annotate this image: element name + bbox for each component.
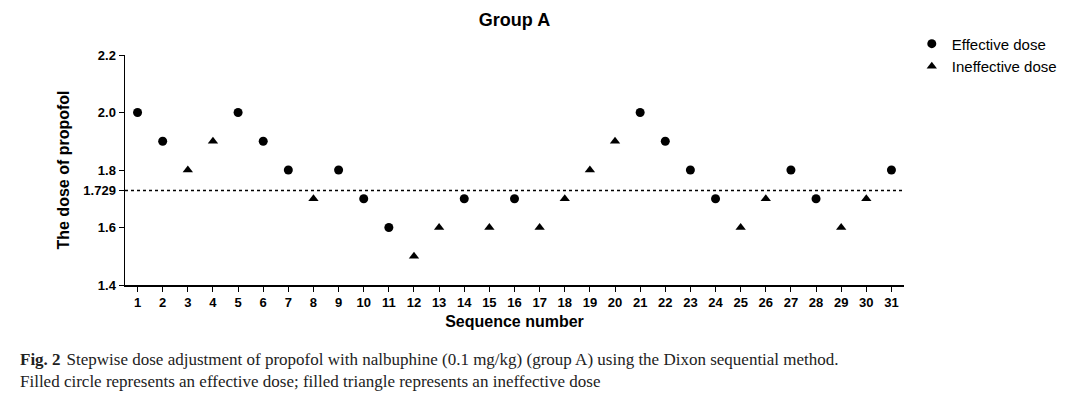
svg-text:3: 3	[184, 295, 191, 310]
svg-text:The dose of propofol: The dose of propofol	[55, 90, 72, 249]
svg-text:6: 6	[260, 295, 267, 310]
svg-text:7: 7	[285, 295, 292, 310]
svg-text:19: 19	[583, 295, 597, 310]
svg-text:8: 8	[310, 295, 317, 310]
svg-text:1.729: 1.729	[83, 183, 116, 198]
svg-text:31: 31	[884, 295, 898, 310]
svg-text:Sequence number: Sequence number	[445, 313, 584, 330]
svg-text:1.8: 1.8	[98, 163, 116, 178]
svg-text:29: 29	[834, 295, 848, 310]
svg-text:11: 11	[382, 295, 396, 310]
svg-text:13: 13	[432, 295, 446, 310]
svg-text:12: 12	[407, 295, 421, 310]
svg-text:2.2: 2.2	[98, 48, 116, 63]
svg-text:Effective dose: Effective dose	[952, 36, 1046, 53]
svg-text:23: 23	[683, 295, 697, 310]
svg-text:Group A: Group A	[479, 10, 550, 30]
svg-text:27: 27	[784, 295, 798, 310]
svg-text:21: 21	[633, 295, 647, 310]
svg-text:9: 9	[335, 295, 342, 310]
html-text:Filled circle represents an ef: Filled circle represents an effective do…	[20, 372, 601, 391]
html-text:Fig. 2 Stepwise dose adjustmen: Fig. 2 Stepwise dose adjustment of propo…	[20, 350, 839, 369]
svg-text:2.0: 2.0	[98, 105, 116, 120]
svg-text:15: 15	[482, 295, 496, 310]
svg-text:10: 10	[356, 295, 370, 310]
svg-text:4: 4	[209, 295, 217, 310]
svg-text:5: 5	[234, 295, 241, 310]
svg-text:1: 1	[134, 295, 141, 310]
svg-text:14: 14	[457, 295, 472, 310]
svg-text:18: 18	[558, 295, 572, 310]
svg-text:1.6: 1.6	[98, 220, 116, 235]
svg-text:28: 28	[809, 295, 823, 310]
svg-text:30: 30	[859, 295, 873, 310]
svg-text:25: 25	[733, 295, 747, 310]
svg-text:16: 16	[507, 295, 521, 310]
svg-text:20: 20	[608, 295, 622, 310]
svg-text:1.4: 1.4	[98, 278, 117, 293]
svg-text:17: 17	[532, 295, 546, 310]
svg-text:26: 26	[759, 295, 773, 310]
svg-text:22: 22	[658, 295, 672, 310]
svg-text:2: 2	[159, 295, 166, 310]
svg-text:Ineffective dose: Ineffective dose	[952, 58, 1057, 75]
svg-text:24: 24	[708, 295, 723, 310]
